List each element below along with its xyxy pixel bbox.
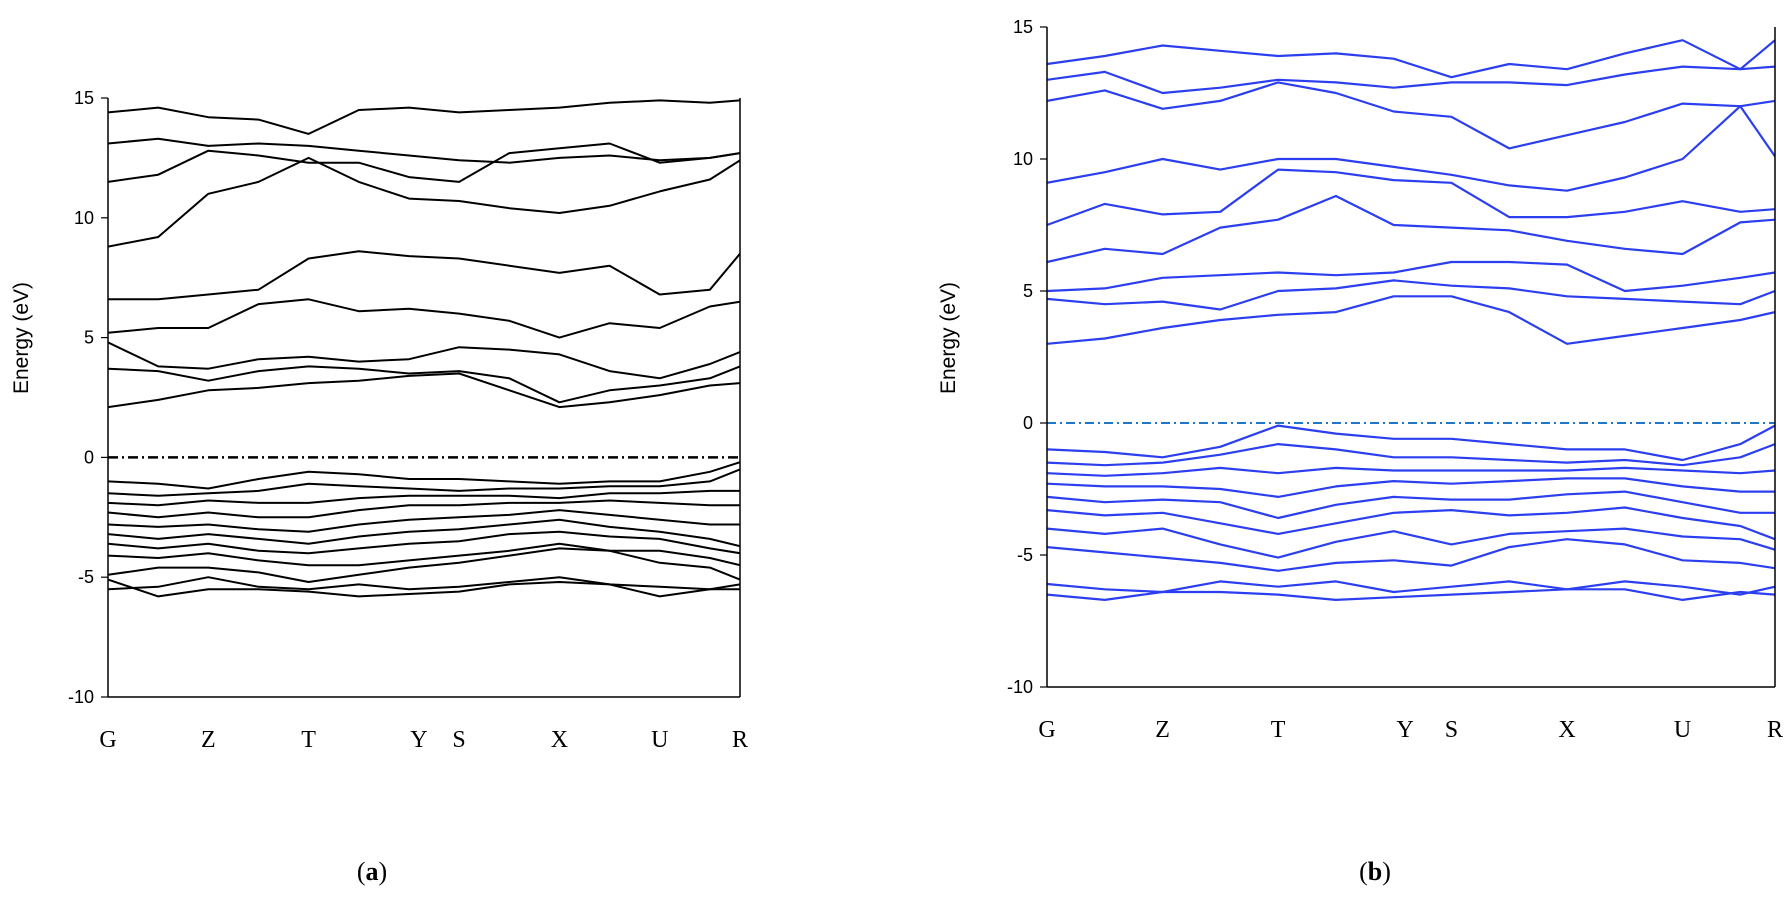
y-tick-label-a: -10 (68, 687, 94, 707)
conduction-band-b-7 (1047, 81, 1775, 150)
k-point-label-a: S (452, 727, 465, 753)
y-tick-label-a: -5 (78, 567, 94, 587)
band-lines-b (1047, 39, 1775, 601)
k-point-label-b: T (1271, 717, 1286, 743)
k-point-label-a: R (732, 727, 748, 753)
valence-band-a-2 (108, 576, 740, 591)
k-point-label-a: X (551, 727, 568, 753)
panel-caption-letter-b: b (1368, 857, 1382, 886)
valence-band-b-7 (1047, 477, 1775, 498)
k-point-label-b: Z (1155, 717, 1170, 743)
axes-b (1040, 26, 1776, 688)
k-point-label-b: Y (1397, 717, 1414, 743)
valence-band-a-5 (108, 530, 740, 555)
y-tick-label-a: 0 (84, 447, 94, 467)
valence-band-b-8 (1047, 466, 1775, 477)
valence-band-a-1 (108, 578, 740, 598)
y-tick-label-b: -5 (1017, 545, 1033, 565)
k-point-label-a: U (651, 727, 668, 753)
k-point-label-a: Y (410, 727, 427, 753)
valence-band-a-8 (108, 499, 740, 519)
valence-band-b-5 (1047, 506, 1775, 541)
y-axis-title-b: Energy (eV) (937, 282, 960, 394)
conduction-band-b-5 (1047, 168, 1775, 227)
valence-band-a-3 (108, 547, 740, 583)
y-tick-label-b: 15 (1013, 17, 1033, 37)
valence-band-b-1 (1047, 588, 1775, 601)
y-tick-label-a: 10 (74, 208, 94, 228)
y-tick-label-a: 15 (74, 88, 94, 108)
valence-band-b-3 (1047, 538, 1775, 572)
k-point-label-a: T (301, 727, 316, 753)
y-tick-label-b: 0 (1023, 413, 1033, 433)
conduction-band-a-2 (108, 365, 740, 404)
valence-band-b-9 (1047, 443, 1775, 467)
panel-caption-letter-a: a (366, 857, 379, 886)
valence-band-b-2 (1047, 580, 1775, 596)
k-point-label-a: G (99, 727, 116, 753)
conduction-band-b-1 (1047, 295, 1775, 345)
band-lines-a (108, 99, 740, 598)
conduction-band-a-1 (108, 372, 740, 409)
valence-band-a-4 (108, 542, 740, 567)
conduction-band-a-3 (108, 341, 740, 380)
valence-band-b-4 (1047, 527, 1775, 559)
conduction-band-a-6 (108, 156, 740, 248)
conduction-band-b-2 (1047, 279, 1775, 311)
panel-caption-b: (b) (1359, 857, 1391, 886)
y-tick-labels-a: 15 10 5 0 -5 -10 (68, 88, 94, 707)
valence-band-b-10 (1047, 424, 1775, 462)
conduction-band-a-8 (108, 137, 740, 164)
valence-band-a-7 (108, 509, 740, 533)
y-tick-label-b: 10 (1013, 149, 1033, 169)
conduction-band-a-5 (108, 250, 740, 301)
valence-band-a-6 (108, 518, 740, 548)
y-axis-title-a: Energy (eV) (10, 282, 33, 394)
axes-a (101, 97, 741, 698)
conduction-band-b-4 (1047, 194, 1775, 264)
k-point-label-b: U (1674, 717, 1691, 743)
y-tick-labels-b: 15 10 5 0 -5 -10 (1007, 17, 1033, 697)
conduction-band-a-4 (108, 298, 740, 339)
panel-b: Energy (eV) 15 10 5 0 -5 -10 G Z T Y S X U R (b) (937, 17, 1783, 886)
conduction-band-b-8 (1047, 65, 1775, 95)
y-tick-label-a: 5 (84, 328, 94, 348)
y-tick-label-b: 5 (1023, 281, 1033, 301)
k-point-label-b: R (1767, 717, 1783, 743)
panel-caption-a: (a) (357, 857, 387, 886)
valence-band-a-9 (108, 489, 740, 507)
k-point-label-b: S (1445, 717, 1458, 743)
conduction-band-b-6 (1047, 105, 1775, 192)
valence-band-b-6 (1047, 490, 1775, 520)
conduction-band-b-9 (1047, 39, 1775, 79)
k-point-label-b: G (1038, 717, 1055, 743)
k-point-label-a: Z (201, 727, 216, 753)
conduction-band-a-9 (108, 99, 740, 135)
conduction-band-a-7 (108, 142, 740, 183)
valence-band-a-11 (108, 461, 740, 490)
k-point-label-b: X (1558, 717, 1575, 743)
y-tick-label-b: -10 (1007, 677, 1033, 697)
valence-band-a-10 (108, 468, 740, 497)
conduction-band-b-3 (1047, 260, 1775, 293)
